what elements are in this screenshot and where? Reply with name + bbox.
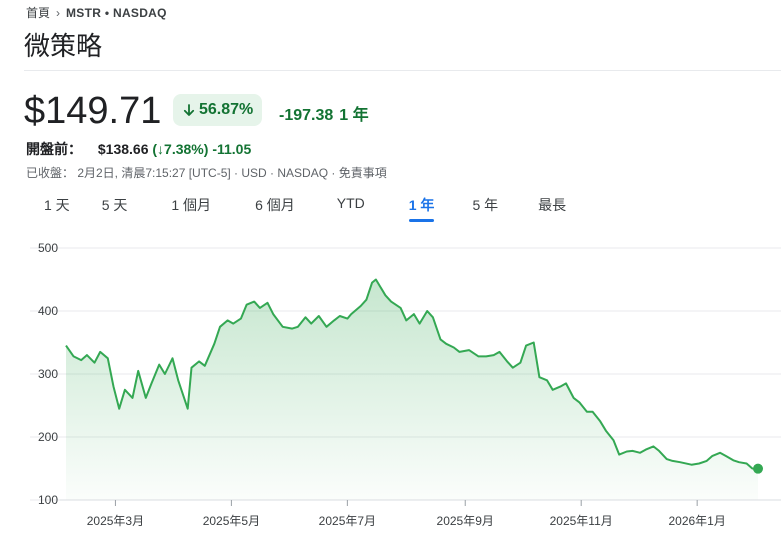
y-tick-label: 500 (38, 241, 58, 255)
premarket-percent: (↓7.38%) (152, 141, 209, 157)
change-abs: -197.38 (279, 107, 334, 124)
y-tick-label: 200 (38, 430, 58, 444)
x-tick-label: 2025年9月 (437, 514, 494, 528)
y-tick-label: 400 (38, 304, 58, 318)
market-closed-text: 已收盤： 2月2日, 清晨7:15:27 [UTC-5] · USD · NAS… (26, 166, 339, 180)
price-area-fill (66, 279, 758, 500)
x-tick-label: 2025年7月 (319, 514, 376, 528)
disclaimer-link[interactable]: 免責事項 (338, 166, 387, 180)
tab-ytd[interactable]: YTD (336, 195, 365, 211)
x-tick-label: 2026年1月 (668, 514, 725, 528)
chevron-right-icon: › (56, 5, 61, 20)
premarket-change: -11.05 (212, 141, 252, 157)
change-percent: 56.87% (199, 101, 254, 118)
range-tabs: 1 天 5 天 1 個月 6 個月 YTD 1 年 5 年 最長 (34, 192, 576, 222)
tab-5d[interactable]: 5 天 (101, 197, 128, 213)
premarket-row: 開盤前： $138.66 (↓7.38%) -11.05 (26, 139, 251, 159)
price-chart[interactable]: 100 200 300 400 500 2025年3月 2025年5月 2025年7月 2025… (0, 228, 781, 535)
breadcrumb-ticker: MSTR • NASDAQ (66, 5, 167, 20)
tab-1m[interactable]: 1 個月 (171, 197, 212, 213)
x-tick-label: 2025年3月 (87, 514, 144, 528)
premarket-price: $138.66 (97, 141, 149, 157)
last-price-dot (753, 463, 763, 474)
arrow-down-icon (183, 104, 195, 116)
market-status: 已收盤： 2月2日, 清晨7:15:27 [UTC-5] · USD · NAS… (26, 164, 387, 181)
tab-1y[interactable]: 1 年 (399, 192, 445, 222)
x-tick-label: 2025年11月 (550, 514, 613, 528)
current-price: $149.71 (24, 90, 162, 132)
breadcrumb-home[interactable]: 首頁 (26, 6, 51, 20)
change-amount: -197.38 1 年 (279, 101, 369, 125)
x-tick-label: 2025年5月 (203, 514, 260, 528)
header-divider (24, 70, 781, 71)
tab-1d[interactable]: 1 天 (44, 197, 70, 213)
tab-max[interactable]: 最長 (538, 197, 567, 213)
tab-5y[interactable]: 5 年 (472, 197, 499, 213)
change-percent-badge: 56.87% (173, 94, 263, 126)
change-period: 1 年 (339, 107, 369, 124)
premarket-label: 開盤前： (26, 141, 82, 157)
breadcrumb: 首頁 › MSTR • NASDAQ (26, 4, 167, 21)
price-line (65, 278, 759, 470)
company-name: 微策略 (24, 31, 103, 61)
y-tick-label: 300 (38, 367, 58, 381)
y-tick-label: 100 (38, 493, 58, 507)
tab-6m[interactable]: 6 個月 (255, 197, 295, 213)
